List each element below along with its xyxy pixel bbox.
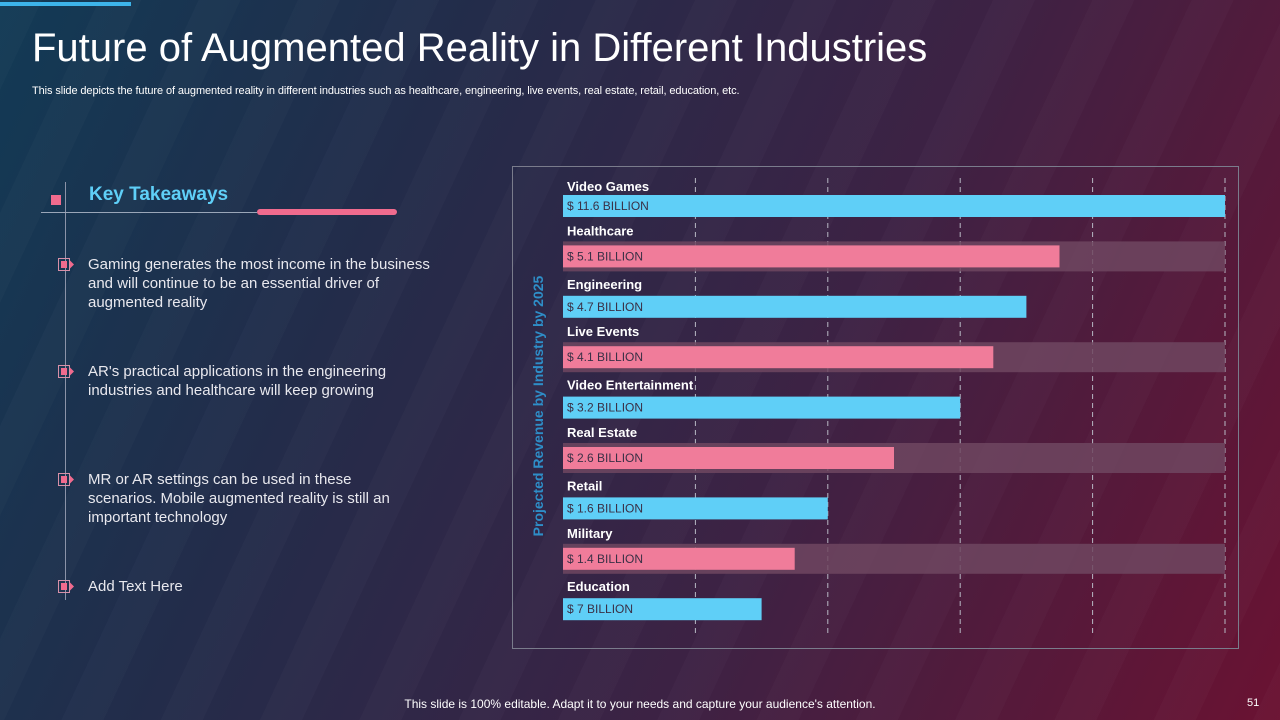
category-label: Retail xyxy=(567,478,602,493)
category-label: Healthcare xyxy=(567,223,633,238)
bar-value-label: $ 1.6 BILLION xyxy=(567,501,643,515)
takeaway-text: MR or AR settings can be used in these s… xyxy=(88,471,390,526)
bar-value-label: $ 3.2 BILLION xyxy=(567,401,643,415)
takeaways-underline xyxy=(41,212,257,213)
page-number: 51 xyxy=(1247,697,1260,709)
bar xyxy=(563,598,762,621)
bar-value-label: $ 7 BILLION xyxy=(567,602,633,616)
category-label: Live Events xyxy=(567,324,639,339)
bar-value-label: $ 1.4 BILLION xyxy=(567,552,643,566)
bar xyxy=(563,295,1027,318)
bullet-arrow-icon xyxy=(58,473,74,486)
takeaways-heading: Key Takeaways xyxy=(89,184,229,205)
takeaways-marker-icon xyxy=(51,195,61,205)
bar xyxy=(563,195,1225,217)
category-label: Engineering xyxy=(567,277,642,292)
category-label: Military xyxy=(567,526,613,541)
takeaway-text: Add Text Here xyxy=(88,578,183,595)
bar-value-label: $ 4.7 BILLION xyxy=(567,300,643,314)
category-label: Education xyxy=(567,579,630,594)
bar xyxy=(563,346,994,369)
bar-value-label: $ 11.6 BILLION xyxy=(567,199,649,213)
page-title: Future of Augmented Reality in Different… xyxy=(32,26,928,70)
bullet-arrow-icon xyxy=(58,365,74,378)
takeaways-timeline-line xyxy=(65,182,66,600)
top-accent-bar xyxy=(0,2,131,6)
category-label: Video Entertainment xyxy=(567,378,694,393)
bar xyxy=(563,396,961,419)
bar xyxy=(563,245,1060,268)
page-subtitle: This slide depicts the future of augment… xyxy=(32,85,740,97)
category-label: Real Estate xyxy=(567,425,637,440)
bar-value-label: $ 4.1 BILLION xyxy=(567,350,643,364)
chart-frame xyxy=(512,166,1239,649)
bar xyxy=(563,547,795,570)
takeaway-text: AR's practical applications in the engin… xyxy=(88,363,387,399)
takeaways-accent-bar xyxy=(257,209,397,215)
bullet-arrow-icon xyxy=(58,258,74,271)
bar xyxy=(563,497,828,520)
bar xyxy=(563,447,894,469)
bar-value-label: $ 2.6 BILLION xyxy=(567,451,643,465)
takeaway-text: Gaming generates the most income in the … xyxy=(88,256,430,311)
category-label: Video Games xyxy=(567,179,649,194)
bar-value-label: $ 5.1 BILLION xyxy=(567,249,643,263)
footer-note: This slide is 100% editable. Adapt it to… xyxy=(404,697,876,711)
y-axis-label: Projected Revenue by Industry by 2025 xyxy=(530,275,546,536)
revenue-bar-chart: $ 11.6 BILLION Video Games $ 5.1 BILLION He… xyxy=(530,178,1226,634)
bullet-arrow-icon xyxy=(58,580,74,593)
